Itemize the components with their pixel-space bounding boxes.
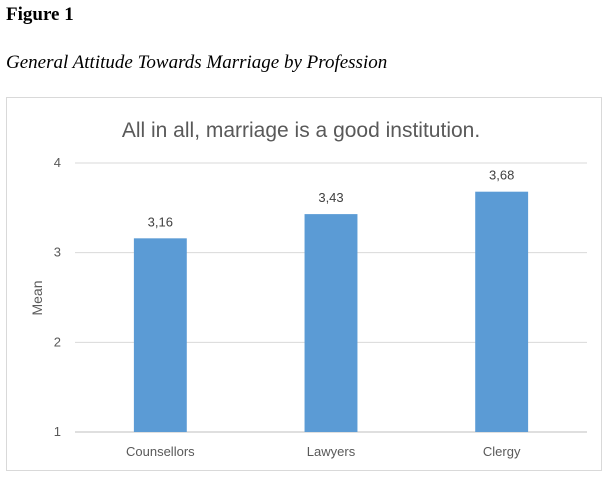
- bar-lawyers: [304, 214, 358, 432]
- bar-counsellors: [133, 238, 187, 432]
- data-label: 3,16: [148, 214, 173, 229]
- x-tick-label: Lawyers: [307, 444, 356, 459]
- bar-clergy: [475, 191, 529, 432]
- y-tick-label: 1: [54, 424, 61, 439]
- y-tick-label: 4: [54, 155, 61, 170]
- y-tick-label: 2: [54, 334, 61, 349]
- y-tick-label: 3: [54, 245, 61, 260]
- bar-chart: All in all, marriage is a good instituti…: [29, 119, 587, 459]
- chart-frame: All in all, marriage is a good instituti…: [6, 97, 602, 471]
- chart-title: All in all, marriage is a good instituti…: [122, 119, 480, 142]
- data-label: 3,68: [489, 168, 514, 183]
- x-tick-label: Clergy: [483, 444, 521, 459]
- figure-label: Figure 1: [6, 4, 74, 25]
- figure-caption: General Attitude Towards Marriage by Pro…: [6, 52, 388, 73]
- data-label: 3,43: [318, 190, 343, 205]
- y-axis-title: Mean: [29, 280, 45, 315]
- x-tick-label: Counsellors: [126, 444, 195, 459]
